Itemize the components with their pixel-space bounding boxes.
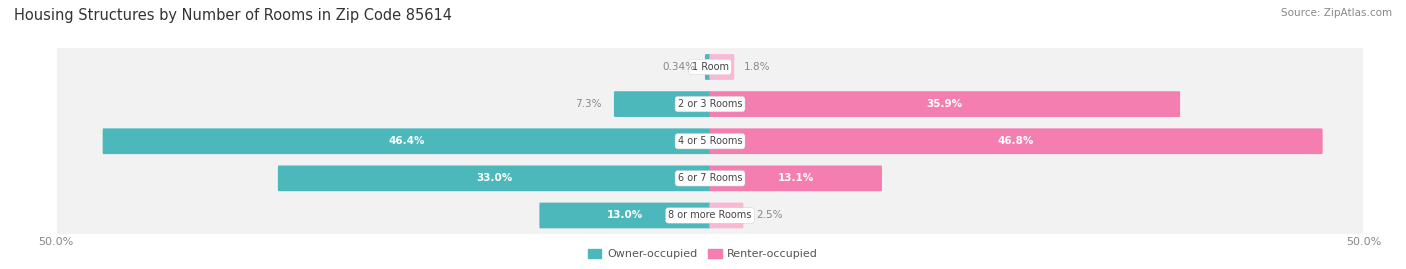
FancyBboxPatch shape	[704, 54, 710, 80]
Text: Housing Structures by Number of Rooms in Zip Code 85614: Housing Structures by Number of Rooms in…	[14, 8, 453, 23]
Text: 1 Room: 1 Room	[692, 62, 728, 72]
FancyBboxPatch shape	[56, 192, 1364, 239]
FancyBboxPatch shape	[56, 118, 1364, 165]
Text: 46.8%: 46.8%	[998, 136, 1035, 146]
FancyBboxPatch shape	[710, 165, 882, 191]
Text: 4 or 5 Rooms: 4 or 5 Rooms	[678, 136, 742, 146]
FancyBboxPatch shape	[614, 91, 710, 117]
Text: 8 or more Rooms: 8 or more Rooms	[668, 210, 752, 221]
FancyBboxPatch shape	[540, 203, 710, 228]
Text: 0.34%: 0.34%	[662, 62, 695, 72]
Text: 46.4%: 46.4%	[388, 136, 425, 146]
Text: 7.3%: 7.3%	[575, 99, 602, 109]
FancyBboxPatch shape	[103, 128, 710, 154]
Text: 6 or 7 Rooms: 6 or 7 Rooms	[678, 173, 742, 183]
FancyBboxPatch shape	[710, 128, 1323, 154]
Text: 13.1%: 13.1%	[778, 173, 814, 183]
FancyBboxPatch shape	[278, 165, 710, 191]
Text: 2.5%: 2.5%	[756, 210, 782, 221]
Text: 33.0%: 33.0%	[477, 173, 512, 183]
FancyBboxPatch shape	[710, 54, 734, 80]
Text: 2 or 3 Rooms: 2 or 3 Rooms	[678, 99, 742, 109]
FancyBboxPatch shape	[710, 203, 744, 228]
FancyBboxPatch shape	[710, 91, 1180, 117]
Text: 13.0%: 13.0%	[607, 210, 643, 221]
FancyBboxPatch shape	[56, 155, 1364, 202]
Text: Source: ZipAtlas.com: Source: ZipAtlas.com	[1281, 8, 1392, 18]
Text: 1.8%: 1.8%	[744, 62, 770, 72]
FancyBboxPatch shape	[56, 43, 1364, 91]
FancyBboxPatch shape	[56, 80, 1364, 128]
Text: 35.9%: 35.9%	[927, 99, 963, 109]
Legend: Owner-occupied, Renter-occupied: Owner-occupied, Renter-occupied	[583, 244, 823, 263]
